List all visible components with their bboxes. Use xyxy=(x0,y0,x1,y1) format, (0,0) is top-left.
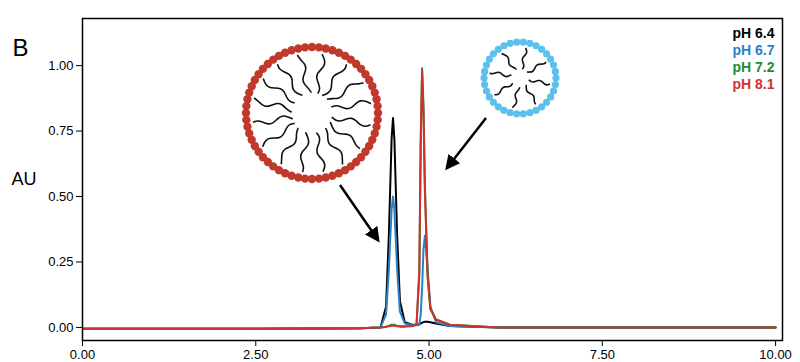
svg-text:0.75: 0.75 xyxy=(48,123,73,138)
svg-text:AU: AU xyxy=(11,169,36,189)
svg-text:2.50: 2.50 xyxy=(243,347,268,362)
svg-text:pH 6.4: pH 6.4 xyxy=(732,25,774,41)
svg-text:10.00: 10.00 xyxy=(759,347,792,362)
svg-text:pH 8.1: pH 8.1 xyxy=(732,76,774,92)
svg-text:0.00: 0.00 xyxy=(70,347,95,362)
svg-text:B: B xyxy=(13,34,29,61)
svg-text:pH 7.2: pH 7.2 xyxy=(732,59,774,75)
svg-text:1.00: 1.00 xyxy=(48,58,73,73)
svg-text:pH 6.7: pH 6.7 xyxy=(732,42,774,58)
svg-text:0.25: 0.25 xyxy=(48,254,73,269)
svg-text:7.50: 7.50 xyxy=(590,347,615,362)
svg-text:5.00: 5.00 xyxy=(416,347,441,362)
svg-text:0.50: 0.50 xyxy=(48,189,73,204)
svg-text:0.00: 0.00 xyxy=(48,320,73,335)
